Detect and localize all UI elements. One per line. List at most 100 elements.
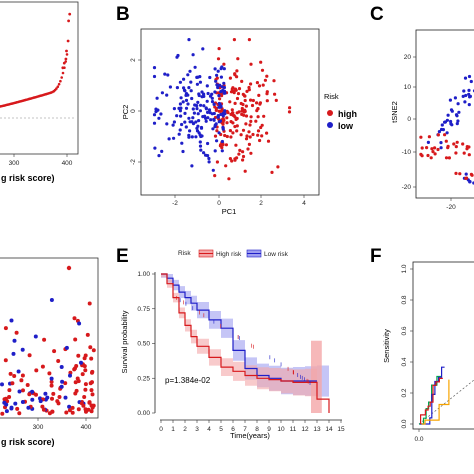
pca-point-high xyxy=(217,109,221,113)
pca-point-high xyxy=(243,94,247,98)
risk-score-point xyxy=(61,66,65,70)
panel-b-ytick-m2: -2 xyxy=(130,159,137,165)
pca-point-low xyxy=(200,90,204,94)
pca-point-high xyxy=(229,135,233,139)
pca-point-high xyxy=(241,158,245,162)
panel-d-scatter xyxy=(0,265,96,416)
status-point xyxy=(33,334,38,339)
status-point xyxy=(40,364,45,369)
pca-point-low xyxy=(206,91,210,96)
tsne-point-high xyxy=(454,151,458,155)
pca-point-low xyxy=(212,102,216,106)
pca-point-low xyxy=(194,135,198,139)
status-point xyxy=(63,395,68,400)
status-point xyxy=(73,366,77,371)
pca-point-low xyxy=(179,114,183,118)
pca-point-low xyxy=(152,66,157,70)
pca-point-low xyxy=(195,107,199,111)
pca-point-low xyxy=(202,151,206,155)
pca-point-low xyxy=(153,146,157,150)
pca-point-low xyxy=(159,112,163,116)
panel-a-xtick-300: 300 xyxy=(9,160,20,167)
pca-point-low xyxy=(217,131,221,135)
status-point xyxy=(17,389,22,394)
pca-point-low xyxy=(219,112,223,117)
panel-e-xtick-label: 5 xyxy=(219,426,223,433)
pca-point-high xyxy=(256,115,260,119)
pca-point-high xyxy=(235,156,239,160)
tsne-point-high xyxy=(447,156,451,160)
status-point xyxy=(15,406,20,411)
pca-point-high xyxy=(233,87,238,91)
pca-point-low xyxy=(218,83,222,87)
status-point xyxy=(3,326,8,331)
pca-point-high xyxy=(224,143,228,147)
pca-point-low xyxy=(217,94,221,98)
pca-point-high xyxy=(251,98,255,103)
panel-e-ytick-label: 0.50 xyxy=(137,341,150,348)
status-point xyxy=(4,409,9,414)
risk-score-point xyxy=(55,87,58,90)
status-point xyxy=(11,351,16,356)
pca-point-low xyxy=(181,149,185,154)
pca-point-high xyxy=(240,106,244,111)
tsne-point-high xyxy=(467,153,471,157)
pca-point-low xyxy=(210,92,214,96)
pca-point-low xyxy=(191,107,195,111)
panel-e-xtick-label: 8 xyxy=(255,426,259,433)
status-point xyxy=(85,332,90,337)
tsne-point-high xyxy=(419,152,423,156)
pca-point-low xyxy=(196,124,200,128)
pca-point-low xyxy=(187,38,191,42)
panel-b-frame xyxy=(140,28,320,196)
pca-point-low xyxy=(171,123,175,127)
status-point xyxy=(30,397,35,402)
pca-point-low xyxy=(165,122,169,126)
status-point xyxy=(56,359,61,363)
status-point xyxy=(47,371,52,376)
pca-point-high xyxy=(213,134,218,138)
tsne-point-high xyxy=(452,142,456,146)
panel-e-xtick-label: 15 xyxy=(337,426,345,433)
pca-point-low xyxy=(206,110,210,114)
legend-low-label: low xyxy=(338,121,354,131)
high-risk-ci-tail xyxy=(311,340,322,413)
panel-e-xtick-label: 1 xyxy=(171,426,175,433)
panel-e-legend-title: Risk xyxy=(178,250,191,257)
pca-point-low xyxy=(222,81,226,85)
status-point xyxy=(27,353,32,358)
high-risk-curve xyxy=(161,273,330,413)
pca-point-high xyxy=(256,129,261,133)
low-risk-curve xyxy=(161,273,317,382)
panel-f-ytick-1: 1.0 xyxy=(401,264,408,273)
status-point xyxy=(43,391,48,396)
pca-point-high xyxy=(244,137,249,141)
panel-f-letter: F xyxy=(370,246,382,267)
pca-point-high xyxy=(266,139,271,143)
risk-score-point xyxy=(65,53,69,56)
status-point xyxy=(67,404,72,409)
roc-curve xyxy=(419,366,445,425)
pca-point-high xyxy=(248,123,252,127)
pca-point-high xyxy=(245,134,249,138)
panel-b-xticks: -2 0 2 4 xyxy=(172,195,306,207)
pca-point-high xyxy=(265,74,269,78)
pca-point-low xyxy=(220,139,224,144)
panel-c-ytick-20: 20 xyxy=(404,54,412,61)
panel-e-xtick-label: 3 xyxy=(195,426,199,433)
pca-point-high xyxy=(234,143,238,147)
panel-d: 300 400 g risk score) xyxy=(0,257,99,447)
legend-low-risk-label: Low risk xyxy=(264,251,289,258)
tsne-point xyxy=(470,173,474,177)
status-point xyxy=(90,405,95,410)
tsne-point-high xyxy=(444,139,448,143)
pca-point-low xyxy=(207,156,211,161)
pca-point-high xyxy=(244,114,249,118)
status-point xyxy=(50,409,55,414)
status-point xyxy=(41,407,46,412)
pca-point-high xyxy=(270,170,274,174)
status-point xyxy=(20,400,25,404)
pca-point-low xyxy=(152,74,157,79)
status-point xyxy=(20,373,25,378)
pca-point-high xyxy=(276,165,280,169)
